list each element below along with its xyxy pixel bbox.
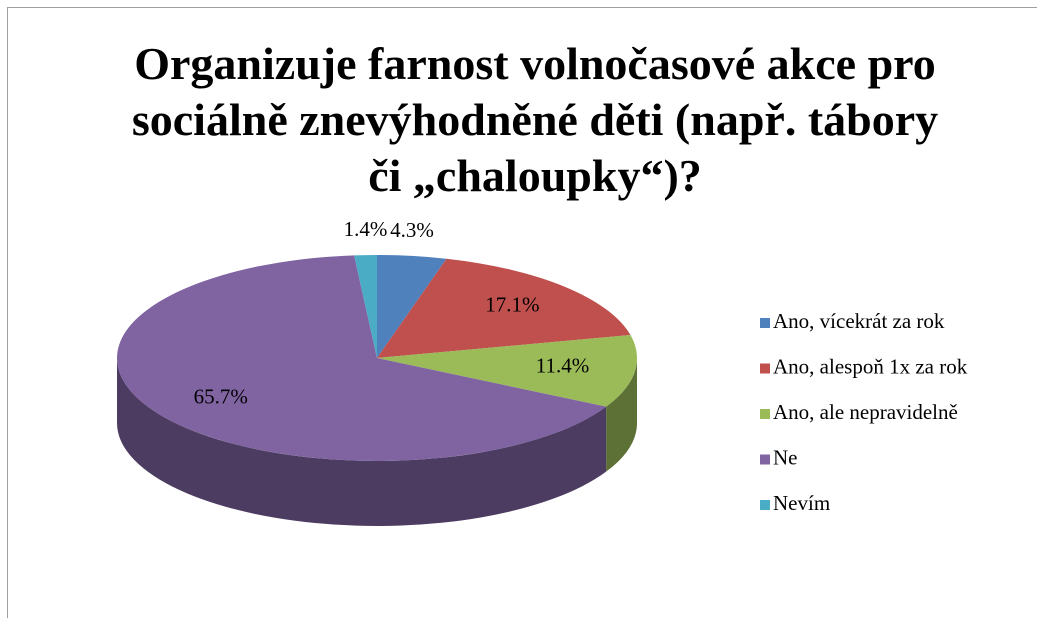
legend-swatch [760, 454, 770, 465]
legend-label: Ano, ale nepravidelně [773, 400, 958, 424]
data-label: 17.1% [485, 293, 539, 317]
chart-title: Organizuje farnost volnočasové akce pro … [131, 38, 939, 201]
legend-label: Ne [773, 445, 798, 469]
legend-label: Ano, vícekrát za rok [773, 309, 945, 333]
data-label: 1.4% [344, 217, 388, 241]
legend-label: Ano, alespoň 1x za rok [773, 354, 968, 378]
pie-side [606, 358, 637, 472]
legend-swatch [760, 409, 770, 419]
pie-slice [377, 255, 447, 358]
data-label: 11.4% [536, 354, 589, 378]
data-label: 65.7% [194, 385, 248, 409]
pie-slice [377, 335, 637, 407]
pie-slice [354, 255, 377, 358]
pie-slice [377, 258, 631, 358]
pie-slice [116, 255, 607, 461]
chart-border [7, 7, 1037, 618]
legend-label: Nevím [773, 491, 830, 515]
legend-swatch [760, 318, 770, 328]
pie-side [117, 358, 607, 526]
data-label: 4.3% [390, 218, 434, 242]
legend-swatch [760, 500, 770, 510]
legend-swatch [760, 363, 770, 374]
